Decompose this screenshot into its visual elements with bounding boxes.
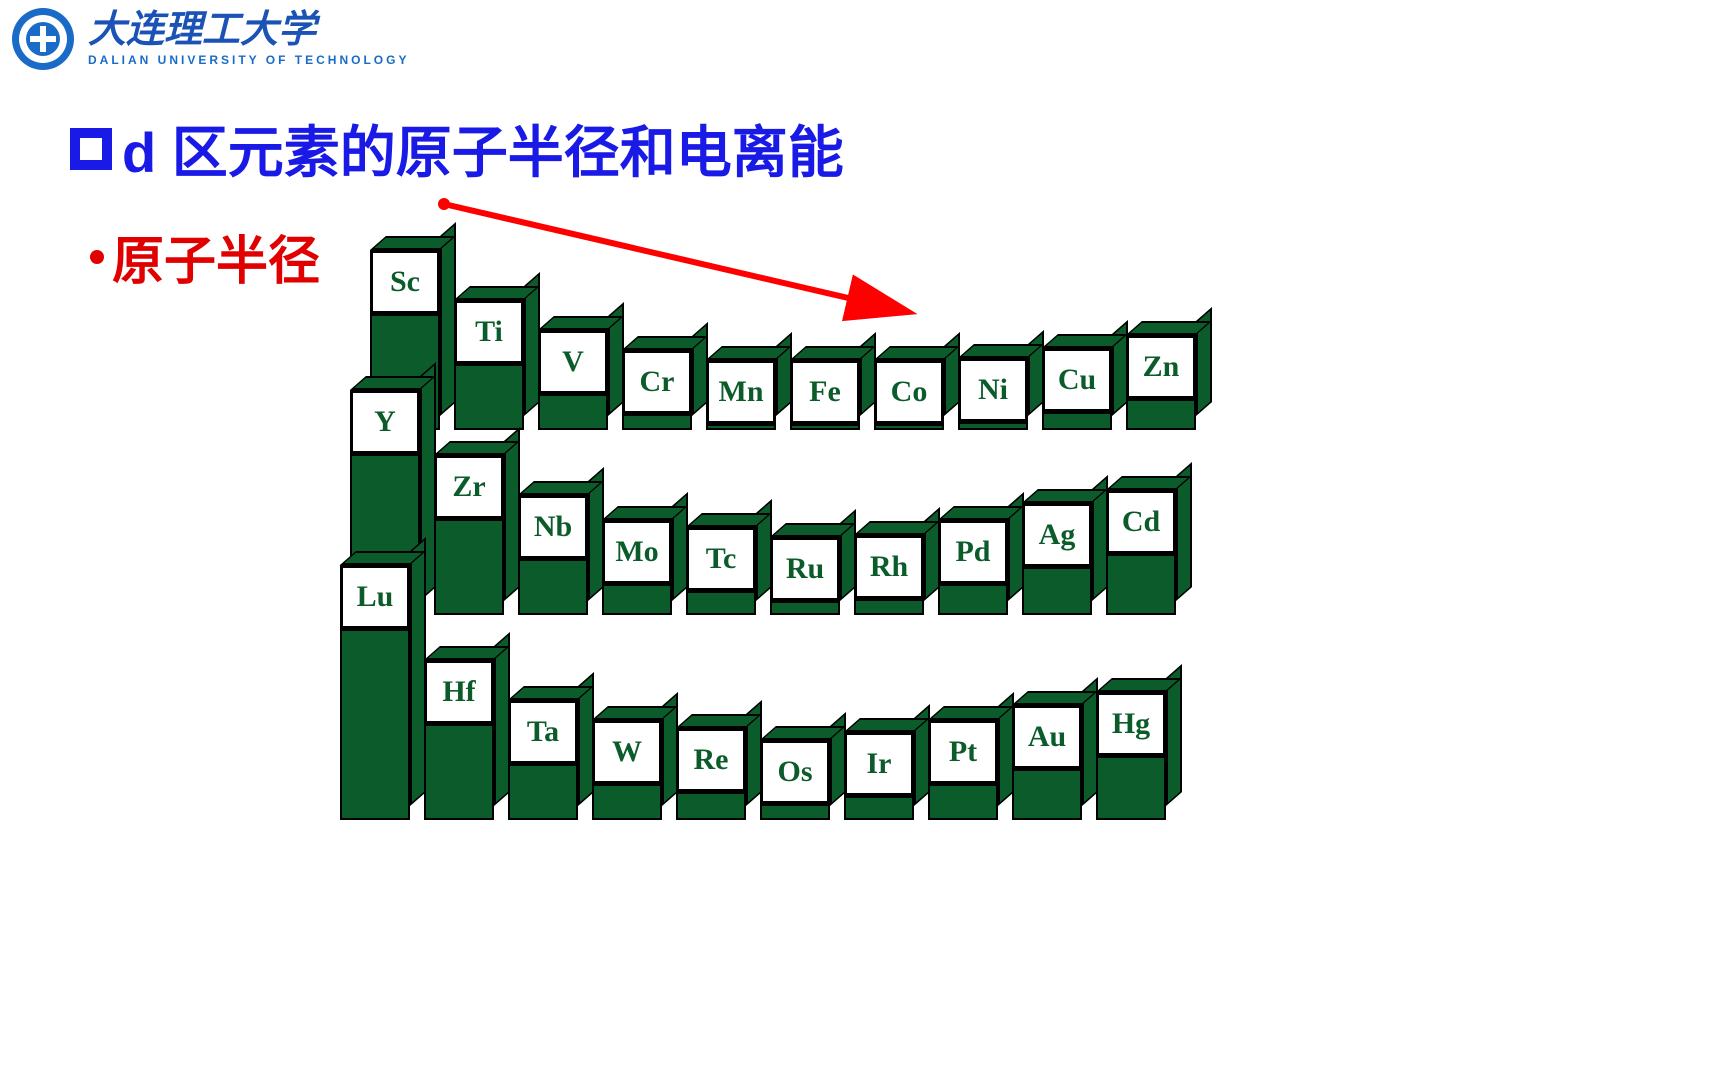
element-label: Sc [390,265,420,299]
element-label: W [612,735,642,769]
pillar-front [1096,756,1166,820]
element-label: Mn [719,375,764,409]
pillar-front [1022,567,1092,615]
element-label: Ni [978,373,1008,407]
element-label: V [562,345,584,379]
element-sc: Sc [370,250,440,314]
university-name-en: DALIAN UNIVERSITY OF TECHNOLOGY [88,53,409,67]
header: 大连理工大学 DALIAN UNIVERSITY OF TECHNOLOGY [0,0,1728,78]
element-label: Cd [1122,505,1160,539]
university-logo [12,8,74,70]
element-rh: Rh [854,535,924,599]
element-pt: Pt [928,720,998,784]
element-label: Tc [706,542,737,576]
element-lu: Lu [340,565,410,629]
pillar-front [340,629,410,820]
element-label: Rh [870,550,908,584]
element-nb: Nb [518,495,588,559]
university-text: 大连理工大学 DALIAN UNIVERSITY OF TECHNOLOGY [88,11,409,67]
element-label: Zn [1143,350,1180,384]
element-tc: Tc [686,527,756,591]
pillar-front [676,792,746,820]
pillar-front [760,804,830,820]
pillar-front [928,784,998,820]
element-label: Cr [640,365,675,399]
element-label: Re [694,743,729,777]
pillar-front [622,414,692,430]
element-label: Co [891,375,928,409]
pillar-front [854,599,924,615]
dot-bullet-icon [90,250,104,264]
element-co: Co [874,360,944,424]
element-ni: Ni [958,358,1028,422]
element-ru: Ru [770,537,840,601]
element-hf: Hf [424,660,494,724]
pillar-front [1012,769,1082,820]
element-label: Hg [1112,707,1150,741]
pillar-front [592,784,662,820]
element-label: Mo [615,535,658,569]
element-re: Re [676,728,746,792]
pillar-front [938,584,1008,615]
element-label: Zr [452,470,485,504]
pillar-front [508,764,578,820]
element-cr: Cr [622,350,692,414]
subtitle: 原子半径 [112,219,320,294]
element-label: Y [374,405,396,439]
element-w: W [592,720,662,784]
element-zn: Zn [1126,335,1196,399]
university-name-cn: 大连理工大学 [88,11,409,49]
element-label: Ir [867,747,892,781]
element-mn: Mn [706,360,776,424]
element-mo: Mo [602,520,672,584]
pillar-front [518,559,588,615]
pillar-front [686,591,756,615]
pillar-front [874,424,944,430]
pillar-front [770,601,840,615]
pillar-front [790,424,860,430]
element-y: Y [350,390,420,454]
element-label: Nb [534,510,572,544]
trend-arrow-icon [440,200,920,340]
element-label: Cu [1058,363,1096,397]
element-label: Pd [955,535,990,569]
pillar-front [602,584,672,615]
element-label: Au [1028,720,1066,754]
element-label: Ta [527,715,559,749]
element-ta: Ta [508,700,578,764]
title-row: d 区元素的原子半径和电离能 [70,108,1728,189]
pillar-front [958,422,1028,430]
pillar-front [454,364,524,430]
page-title: d 区元素的原子半径和电离能 [122,108,844,189]
pillar-front [1106,554,1176,615]
element-hg: Hg [1096,692,1166,756]
pillar-front [434,519,504,615]
element-label: Ag [1039,518,1076,552]
element-cu: Cu [1042,348,1112,412]
element-label: Ru [786,552,824,586]
pillar-front [1126,399,1196,430]
element-label: Hf [442,675,475,709]
pillar-front [844,796,914,820]
element-label: Pt [949,735,977,769]
element-label: Lu [357,580,394,614]
element-zr: Zr [434,455,504,519]
element-label: Os [777,755,812,789]
pillar-front [1042,412,1112,430]
pillar-front [706,424,776,430]
element-os: Os [760,740,830,804]
element-pd: Pd [938,520,1008,584]
element-ag: Ag [1022,503,1092,567]
pillar-front [424,724,494,820]
element-fe: Fe [790,360,860,424]
element-ir: Ir [844,732,914,796]
element-cd: Cd [1106,490,1176,554]
square-bullet-icon [70,128,112,170]
element-label: Fe [809,375,841,409]
pillar-front [538,394,608,430]
element-au: Au [1012,705,1082,769]
